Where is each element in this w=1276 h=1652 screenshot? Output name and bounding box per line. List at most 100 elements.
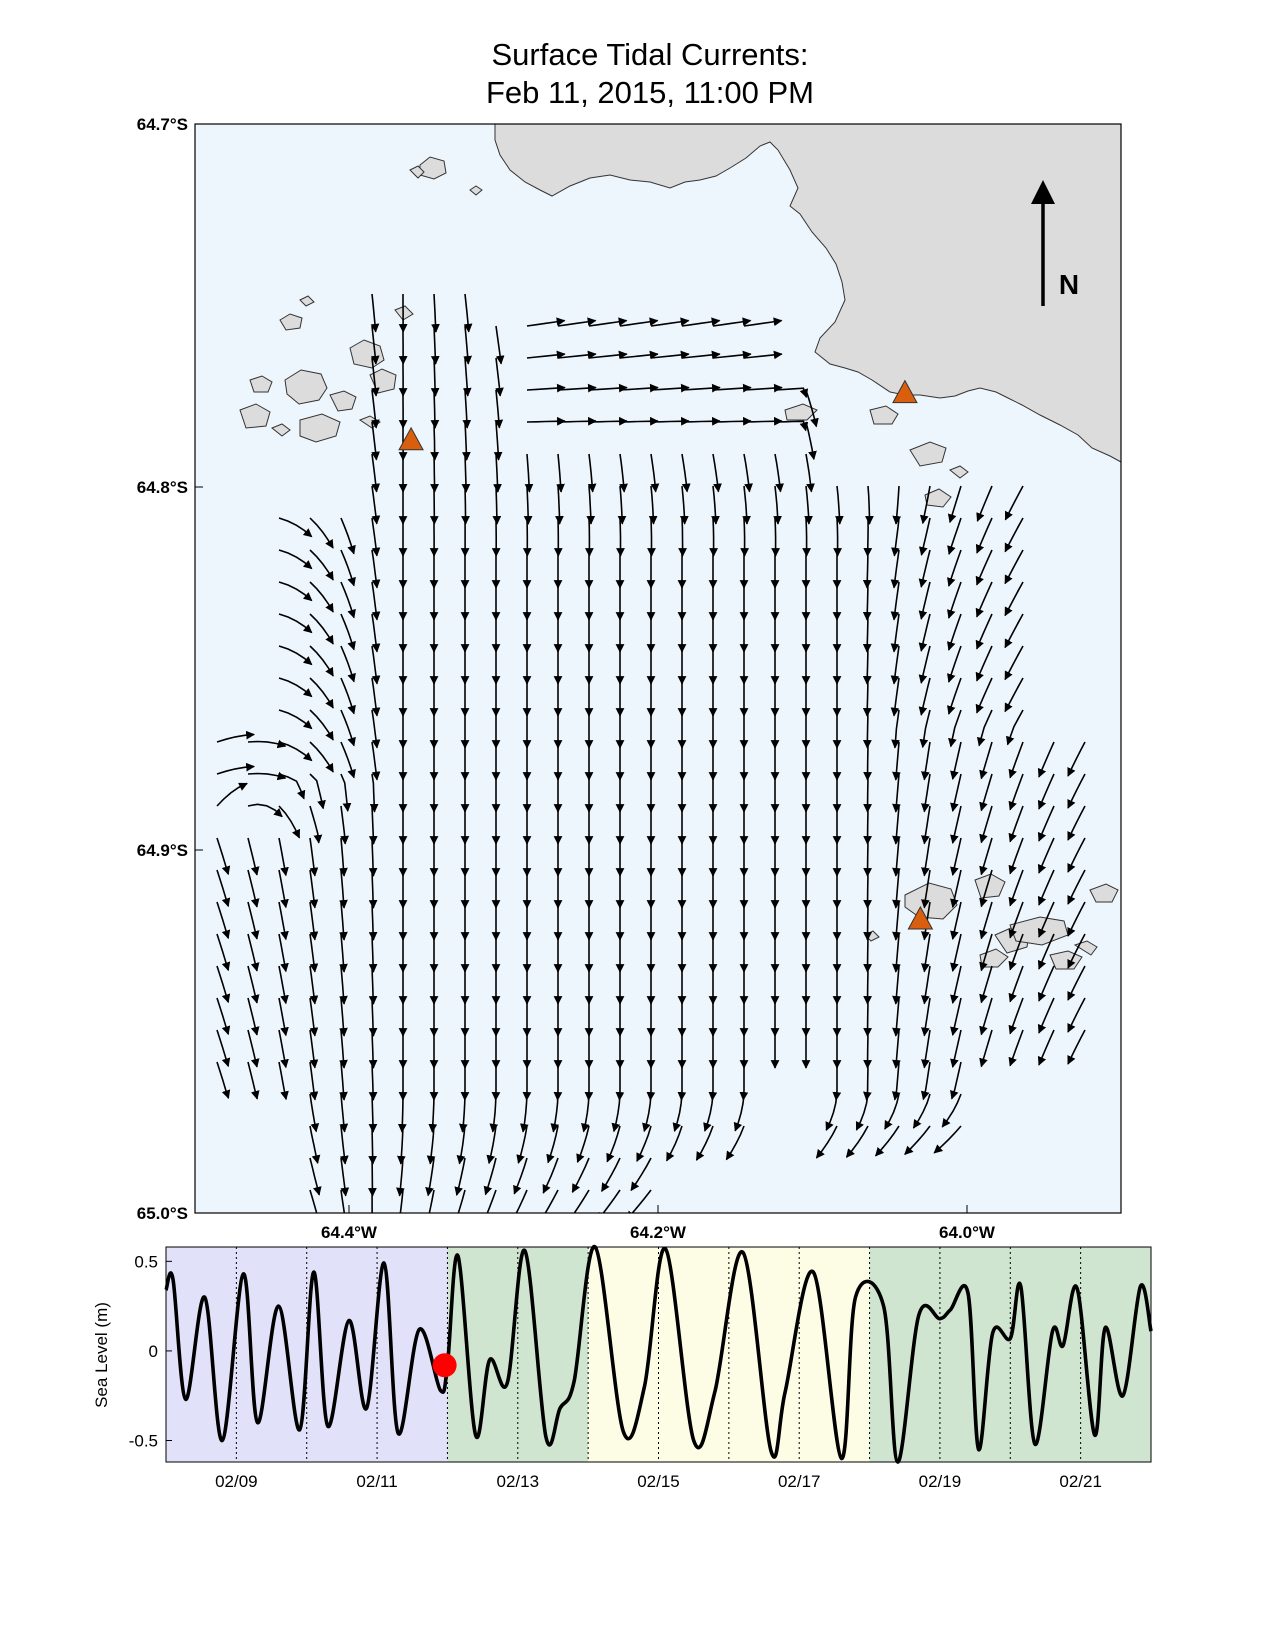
current-arrow — [216, 1029, 231, 1068]
current-arrow — [890, 677, 900, 717]
current-arrow — [979, 1029, 993, 1068]
current-arrow — [309, 1189, 318, 1213]
current-arrow — [919, 485, 931, 525]
current-arrow — [709, 517, 718, 557]
current-arrow — [950, 933, 962, 972]
current-arrow — [862, 581, 872, 621]
current-arrow — [646, 1062, 656, 1101]
current-arrow — [979, 997, 993, 1036]
current-arrow — [513, 1157, 528, 1195]
current-arrow — [542, 1157, 559, 1194]
current-arrow — [606, 1125, 621, 1163]
current-arrow — [309, 613, 334, 645]
current-arrow — [430, 453, 439, 493]
current-arrow — [650, 383, 690, 393]
lat-tick-label: 64.7°S — [137, 115, 188, 134]
current-arrow — [340, 517, 356, 555]
current-arrow — [1037, 901, 1055, 938]
current-arrow — [947, 613, 962, 651]
x-tick-label: 02/13 — [497, 1472, 540, 1491]
current-arrow — [339, 869, 348, 909]
current-arrow — [278, 837, 289, 877]
current-arrow — [278, 645, 313, 666]
current-arrow — [1008, 837, 1024, 875]
current-arrow — [309, 549, 334, 581]
current-arrow — [619, 317, 659, 327]
current-arrow — [309, 805, 323, 844]
current-arrow — [950, 1061, 962, 1100]
current-arrow — [774, 387, 809, 399]
current-arrow — [486, 1189, 497, 1213]
current-arrow — [247, 933, 260, 972]
current-arrow — [918, 517, 931, 556]
current-arrow — [976, 709, 993, 747]
current-arrow — [278, 517, 313, 538]
current-arrow — [399, 1189, 404, 1213]
current-arrow — [950, 965, 962, 1004]
current-arrow — [681, 383, 721, 393]
current-arrow — [665, 1125, 683, 1162]
current-time-marker — [432, 1353, 457, 1378]
lat-tick-label: 64.8°S — [137, 478, 188, 497]
current-arrow — [309, 1061, 319, 1101]
current-arrow — [462, 389, 472, 429]
current-arrow — [368, 805, 378, 845]
x-tick-label: 02/17 — [778, 1472, 821, 1491]
current-arrow — [586, 485, 596, 525]
current-arrow — [431, 293, 440, 333]
current-arrow — [370, 389, 380, 429]
current-arrow — [616, 517, 625, 557]
current-arrow — [743, 383, 783, 393]
current-arrow — [743, 317, 783, 327]
current-arrow — [555, 485, 564, 525]
current-arrow — [1067, 933, 1086, 969]
current-arrow — [681, 317, 721, 327]
current-arrow — [979, 901, 993, 940]
current-arrow — [1008, 805, 1024, 843]
current-arrow — [278, 901, 289, 941]
current-arrow — [428, 1093, 438, 1133]
current-arrow — [947, 677, 962, 715]
current-arrow — [875, 1125, 900, 1157]
current-arrow — [567, 1189, 590, 1213]
current-arrow — [815, 1125, 838, 1159]
current-arrow — [1067, 901, 1086, 937]
current-arrow — [681, 453, 691, 493]
current-arrow — [278, 677, 313, 698]
current-arrow — [863, 837, 872, 877]
current-arrow — [339, 965, 348, 1005]
current-arrow — [368, 1125, 378, 1165]
current-arrow — [1004, 677, 1024, 713]
current-arrow — [863, 933, 872, 973]
current-arrow — [863, 741, 872, 781]
current-arrow — [890, 613, 900, 653]
current-arrow — [1004, 517, 1024, 553]
current-arrow — [247, 837, 260, 876]
current-arrow — [825, 1093, 838, 1132]
station-marker — [907, 905, 934, 930]
current-arrow — [890, 581, 900, 621]
current-arrow — [216, 901, 231, 940]
current-arrow — [862, 645, 872, 685]
current-arrow — [892, 773, 901, 813]
current-arrow — [368, 869, 378, 909]
current-arrow — [863, 773, 872, 813]
current-arrow — [216, 933, 231, 972]
current-arrow — [947, 645, 962, 683]
current-arrow — [650, 350, 690, 360]
current-arrow — [805, 421, 817, 461]
current-arrow — [1008, 773, 1024, 811]
current-arrow — [247, 965, 260, 1004]
current-arrow — [626, 1189, 652, 1213]
current-arrow — [396, 1157, 405, 1197]
current-arrow — [216, 869, 231, 908]
current-arrow — [678, 517, 687, 557]
sea-level-x-ticks: 02/09 02/11 02/13 02/15 02/17 02/19 02/21 — [215, 1472, 1102, 1491]
current-arrow — [369, 773, 379, 813]
current-arrow — [865, 485, 874, 525]
x-tick-label: 02/21 — [1059, 1472, 1102, 1491]
current-arrow — [1008, 997, 1024, 1035]
sea-level-panel: 0.50-0.5 02/09 02/11 02/13 02/15 02/17 02/19 0… — [92, 1245, 1153, 1491]
current-arrow — [918, 677, 931, 716]
current-arrow — [247, 1029, 260, 1068]
